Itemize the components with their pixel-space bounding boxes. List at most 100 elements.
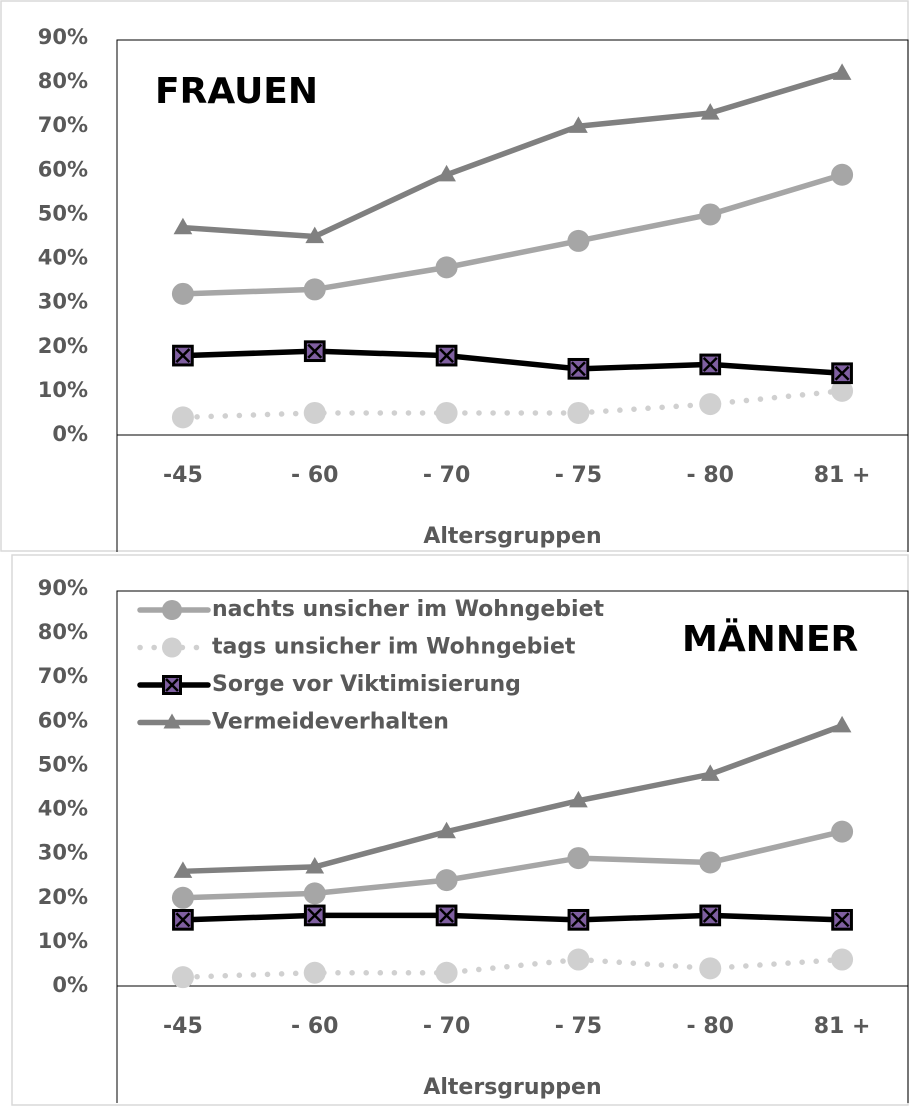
marker — [305, 226, 325, 244]
marker — [567, 401, 590, 424]
y-tick-label: 30% — [38, 290, 88, 314]
marker-cross — [175, 912, 191, 928]
series-line — [180, 171, 845, 297]
x-tick-label: 81 + — [814, 463, 871, 488]
legend-marker — [163, 713, 181, 729]
marker-cross — [439, 348, 455, 364]
marker-cross — [834, 365, 850, 381]
marker — [171, 886, 194, 909]
legend-marker — [162, 637, 182, 658]
marker — [699, 203, 722, 226]
y-tick-label: 40% — [38, 797, 88, 821]
y-tick-label: 50% — [38, 752, 88, 776]
y-tick-label: 50% — [38, 201, 88, 225]
marker — [437, 164, 456, 182]
marker — [567, 229, 590, 252]
marker — [435, 344, 458, 367]
y-tick-label: 20% — [38, 334, 88, 358]
marker — [699, 393, 722, 416]
marker — [435, 904, 458, 927]
y-tick-label: 60% — [38, 157, 88, 181]
y-tick-label: 0% — [52, 973, 88, 997]
marker — [435, 869, 458, 892]
marker — [567, 847, 590, 870]
x-tick-label: - 80 — [687, 1014, 734, 1039]
x-tick-label: - 70 — [423, 1014, 470, 1039]
series-line — [180, 912, 845, 923]
marker — [303, 278, 326, 301]
marker — [303, 904, 326, 927]
y-tick-label: 60% — [38, 708, 88, 732]
series-line — [180, 348, 845, 376]
marker-cross — [439, 907, 455, 923]
series-line — [180, 70, 845, 240]
marker — [700, 103, 720, 120]
y-tick-label: 40% — [38, 246, 88, 270]
marker-cross — [570, 361, 586, 377]
x-axis-label: Altersgruppen — [423, 1075, 601, 1100]
marker — [435, 961, 458, 984]
x-tick-label: - 75 — [555, 463, 602, 488]
chart-panel: 0% 10% 20% 30% 40% 50% 60% 70% 80% 90% -45 - 60 - 70… — [11, 554, 909, 1106]
legend-label: Vermeideverhalten — [212, 710, 449, 735]
plot-frame — [116, 590, 909, 1103]
chart-title: FRAUEN — [155, 71, 318, 112]
marker — [831, 163, 854, 186]
marker — [435, 401, 458, 424]
x-tick-label: - 60 — [291, 463, 338, 488]
marker — [831, 362, 853, 385]
x-tick-label: -45 — [163, 1014, 203, 1039]
marker-cross — [702, 907, 718, 923]
marker-cross — [702, 356, 718, 372]
y-tick-label: 70% — [38, 113, 88, 137]
y-tick-label: 70% — [38, 664, 88, 688]
y-tick-label: 0% — [52, 422, 88, 446]
marker-cross — [307, 343, 323, 359]
chart-title: MÄNNER — [682, 618, 858, 660]
marker — [567, 357, 590, 380]
marker — [699, 904, 722, 927]
marker — [435, 256, 458, 279]
marker — [699, 353, 722, 376]
chart-panel: 0% 10% 20% 30% 40% 50% 60% 70% 80% 90% -45 - 60 - 70… — [0, 0, 909, 552]
x-tick-label: - 60 — [291, 1014, 338, 1039]
marker-cross — [165, 678, 179, 692]
marker — [303, 401, 326, 424]
marker-cross — [307, 907, 323, 923]
marker-cross — [570, 912, 586, 928]
marker — [171, 406, 194, 429]
legend-marker — [162, 675, 182, 695]
marker — [699, 957, 722, 980]
marker-cross — [175, 348, 191, 364]
marker — [437, 821, 456, 839]
x-tick-label: -45 — [163, 463, 203, 488]
x-tick-label: - 75 — [555, 1014, 602, 1039]
marker — [171, 282, 194, 305]
marker — [831, 948, 854, 971]
x-tick-label: - 70 — [423, 463, 470, 488]
marker — [173, 861, 193, 878]
marker — [831, 820, 854, 843]
marker — [700, 764, 720, 781]
y-tick-label: 80% — [38, 620, 88, 644]
y-tick-label: 20% — [38, 885, 88, 909]
marker — [831, 379, 854, 402]
x-axis-label: Altersgruppen — [423, 524, 601, 549]
marker — [303, 882, 326, 905]
y-tick-label: 90% — [38, 576, 88, 600]
marker — [171, 966, 194, 989]
legend-marker — [162, 600, 182, 620]
series-line — [180, 828, 845, 901]
marker-cross — [834, 912, 850, 928]
marker — [173, 217, 193, 235]
y-tick-label: 80% — [38, 69, 88, 93]
marker — [569, 790, 588, 808]
marker — [172, 908, 194, 931]
legend-label: tags unsicher im Wohngebiet — [212, 635, 576, 660]
marker — [172, 344, 194, 367]
marker — [567, 908, 590, 931]
y-tick-label: 10% — [38, 929, 88, 953]
marker — [303, 961, 326, 984]
marker — [831, 908, 853, 931]
